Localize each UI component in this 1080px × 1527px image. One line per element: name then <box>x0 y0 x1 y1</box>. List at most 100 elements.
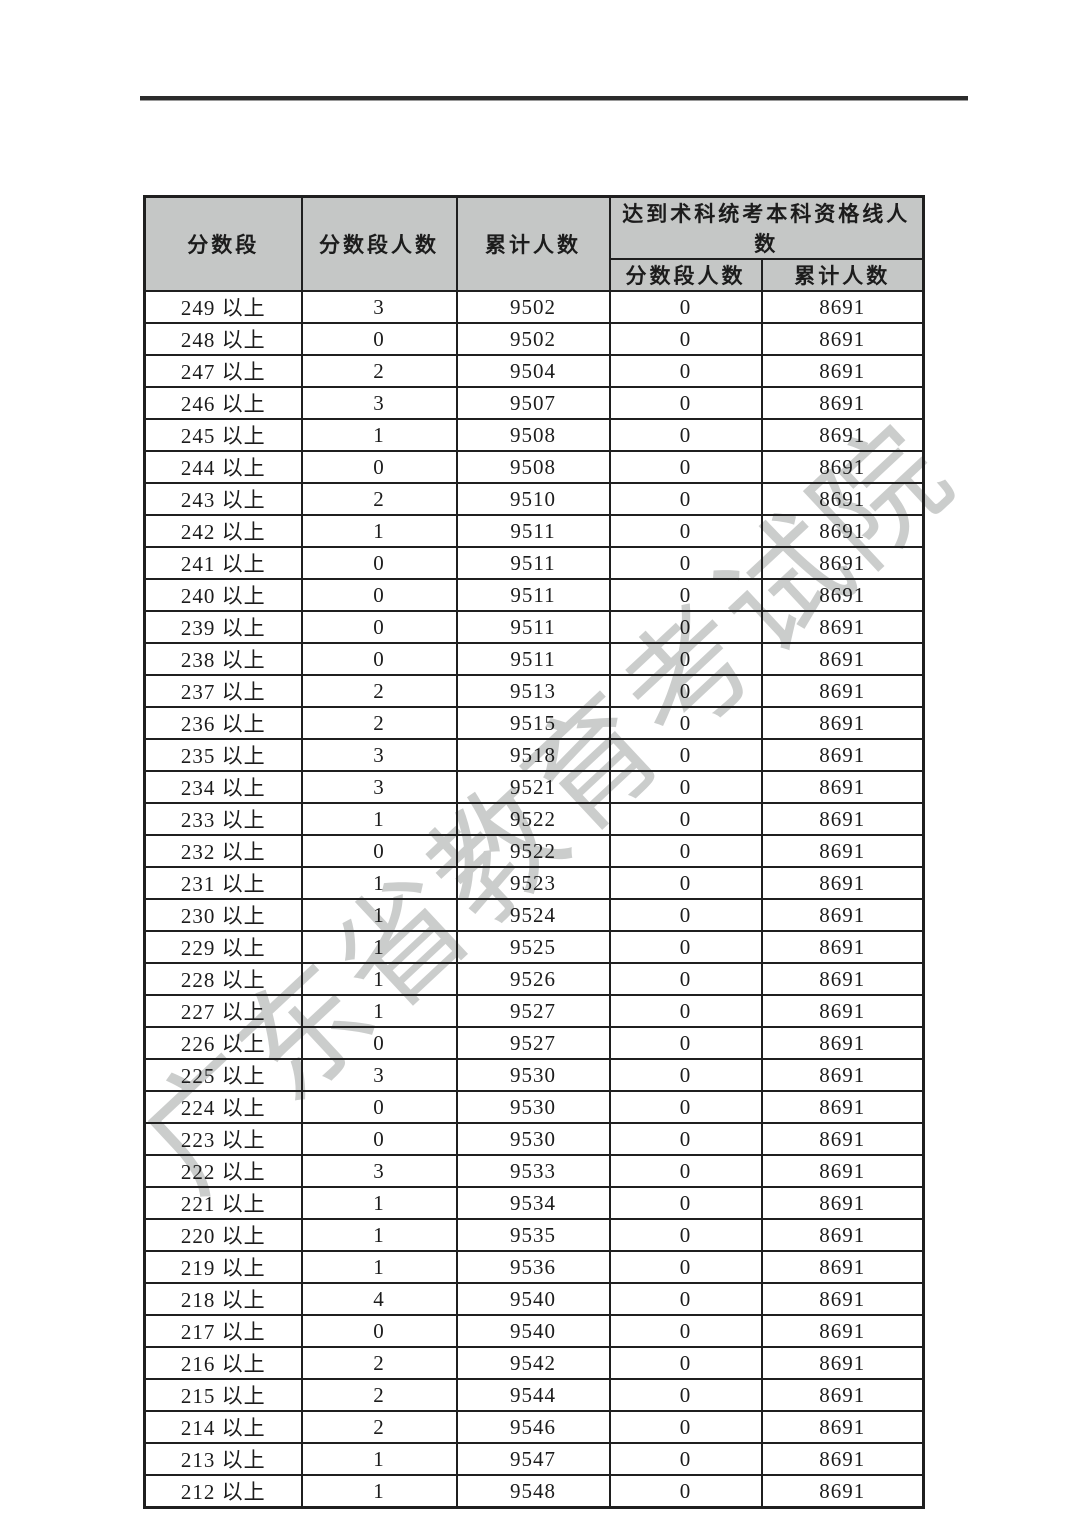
cell-range-count: 3 <box>300 738 458 772</box>
table-row: 212 以上 1 9548 0 8691 <box>143 1474 925 1509</box>
cell-score-range: 228 以上 <box>143 962 303 996</box>
cell-score-range: 231 以上 <box>143 866 303 900</box>
table-row: 228 以上 1 9526 0 8691 <box>143 962 925 996</box>
cell-range-count: 1 <box>300 802 458 836</box>
cell-qualified-range-count: 0 <box>608 354 763 388</box>
cell-range-count: 1 <box>300 898 458 932</box>
cell-range-count: 3 <box>300 770 458 804</box>
header-row-1: 分数段 分数段人数 累计人数 达到术科统考本科资格线人数 <box>143 195 925 292</box>
cell-qualified-cumulative-count: 8691 <box>760 578 925 612</box>
cell-cumulative-count: 9536 <box>455 1250 611 1284</box>
table-row: 224 以上 0 9530 0 8691 <box>143 1090 925 1124</box>
header-cumulative-count: 累计人数 <box>455 195 611 292</box>
table-row: 245 以上 1 9508 0 8691 <box>143 418 925 452</box>
cell-qualified-range-count: 0 <box>608 834 763 868</box>
cell-score-range: 223 以上 <box>143 1122 303 1156</box>
cell-range-count: 0 <box>300 834 458 868</box>
cell-qualified-cumulative-count: 8691 <box>760 898 925 932</box>
cell-range-count: 1 <box>300 866 458 900</box>
cell-cumulative-count: 9502 <box>455 322 611 356</box>
cell-score-range: 227 以上 <box>143 994 303 1028</box>
cell-range-count: 1 <box>300 514 458 548</box>
cell-score-range: 232 以上 <box>143 834 303 868</box>
cell-range-count: 0 <box>300 1090 458 1124</box>
cell-qualified-cumulative-count: 8691 <box>760 962 925 996</box>
cell-cumulative-count: 9530 <box>455 1090 611 1124</box>
cell-score-range: 247 以上 <box>143 354 303 388</box>
page-header-rule <box>140 96 968 101</box>
cell-score-range: 244 以上 <box>143 450 303 484</box>
cell-cumulative-count: 9502 <box>455 290 611 324</box>
cell-qualified-cumulative-count: 8691 <box>760 354 925 388</box>
cell-range-count: 3 <box>300 1058 458 1092</box>
cell-score-range: 245 以上 <box>143 418 303 452</box>
table-row: 230 以上 1 9524 0 8691 <box>143 898 925 932</box>
table-row: 237 以上 2 9513 0 8691 <box>143 674 925 708</box>
table-row: 213 以上 1 9547 0 8691 <box>143 1442 925 1476</box>
cell-score-range: 237 以上 <box>143 674 303 708</box>
cell-qualified-range-count: 0 <box>608 386 763 420</box>
cell-range-count: 0 <box>300 1314 458 1348</box>
cell-qualified-range-count: 0 <box>608 1154 763 1188</box>
cell-range-count: 0 <box>300 1026 458 1060</box>
cell-qualified-range-count: 0 <box>608 482 763 516</box>
cell-range-count: 2 <box>300 354 458 388</box>
cell-cumulative-count: 9546 <box>455 1410 611 1444</box>
table-row: 217 以上 0 9540 0 8691 <box>143 1314 925 1348</box>
table-row: 231 以上 1 9523 0 8691 <box>143 866 925 900</box>
cell-score-range: 216 以上 <box>143 1346 303 1380</box>
cell-range-count: 1 <box>300 994 458 1028</box>
table-row: 227 以上 1 9527 0 8691 <box>143 994 925 1028</box>
cell-score-range: 239 以上 <box>143 610 303 644</box>
cell-qualified-cumulative-count: 8691 <box>760 834 925 868</box>
cell-range-count: 2 <box>300 482 458 516</box>
cell-range-count: 0 <box>300 1122 458 1156</box>
cell-range-count: 1 <box>300 1218 458 1252</box>
cell-cumulative-count: 9530 <box>455 1058 611 1092</box>
table-row: 220 以上 1 9535 0 8691 <box>143 1218 925 1252</box>
cell-cumulative-count: 9523 <box>455 866 611 900</box>
cell-qualified-range-count: 0 <box>608 642 763 676</box>
score-table-body: 249 以上 3 9502 0 8691 248 以上 0 9502 0 869… <box>143 290 925 1509</box>
score-table-header: 分数段 分数段人数 累计人数 达到术科统考本科资格线人数 分数段人数 累计人数 <box>143 195 925 292</box>
cell-qualified-cumulative-count: 8691 <box>760 1026 925 1060</box>
cell-qualified-cumulative-count: 8691 <box>760 322 925 356</box>
table-row: 225 以上 3 9530 0 8691 <box>143 1058 925 1092</box>
cell-qualified-cumulative-count: 8691 <box>760 450 925 484</box>
cell-qualified-range-count: 0 <box>608 1090 763 1124</box>
table-row: 248 以上 0 9502 0 8691 <box>143 322 925 356</box>
score-distribution-table: 分数段 分数段人数 累计人数 达到术科统考本科资格线人数 分数段人数 累计人数 … <box>143 195 925 1509</box>
cell-score-range: 217 以上 <box>143 1314 303 1348</box>
table-row: 218 以上 4 9540 0 8691 <box>143 1282 925 1316</box>
cell-score-range: 226 以上 <box>143 1026 303 1060</box>
cell-range-count: 1 <box>300 962 458 996</box>
cell-qualified-range-count: 0 <box>608 578 763 612</box>
cell-cumulative-count: 9526 <box>455 962 611 996</box>
cell-qualified-cumulative-count: 8691 <box>760 994 925 1028</box>
cell-qualified-cumulative-count: 8691 <box>760 1378 925 1412</box>
cell-qualified-range-count: 0 <box>608 1218 763 1252</box>
cell-score-range: 240 以上 <box>143 578 303 612</box>
cell-range-count: 3 <box>300 1154 458 1188</box>
cell-qualified-range-count: 0 <box>608 1122 763 1156</box>
cell-score-range: 219 以上 <box>143 1250 303 1284</box>
cell-score-range: 248 以上 <box>143 322 303 356</box>
cell-qualified-cumulative-count: 8691 <box>760 866 925 900</box>
cell-qualified-cumulative-count: 8691 <box>760 1282 925 1316</box>
cell-range-count: 0 <box>300 450 458 484</box>
cell-qualified-range-count: 0 <box>608 610 763 644</box>
cell-qualified-cumulative-count: 8691 <box>760 1122 925 1156</box>
cell-qualified-cumulative-count: 8691 <box>760 1442 925 1476</box>
cell-score-range: 234 以上 <box>143 770 303 804</box>
cell-qualified-cumulative-count: 8691 <box>760 770 925 804</box>
cell-range-count: 1 <box>300 1250 458 1284</box>
table-row: 242 以上 1 9511 0 8691 <box>143 514 925 548</box>
table-row: 239 以上 0 9511 0 8691 <box>143 610 925 644</box>
cell-qualified-range-count: 0 <box>608 802 763 836</box>
cell-qualified-range-count: 0 <box>608 674 763 708</box>
cell-score-range: 218 以上 <box>143 1282 303 1316</box>
cell-cumulative-count: 9510 <box>455 482 611 516</box>
cell-range-count: 0 <box>300 610 458 644</box>
cell-range-count: 2 <box>300 1346 458 1380</box>
